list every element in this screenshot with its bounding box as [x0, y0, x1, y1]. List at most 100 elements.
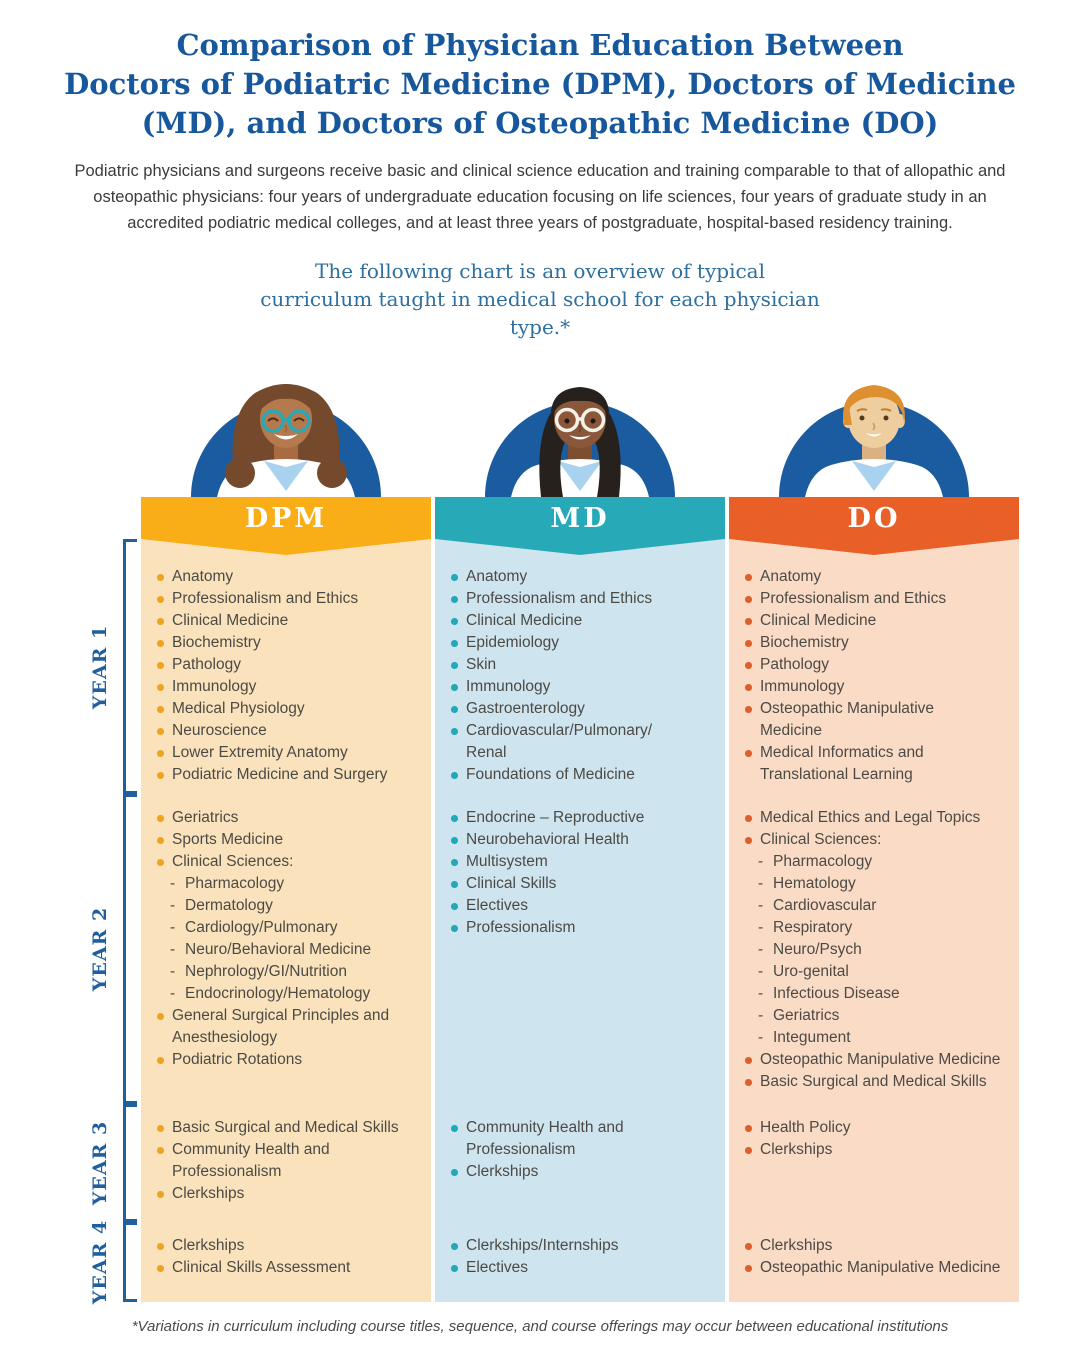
curriculum-item: Podiatric Rotations: [155, 1049, 427, 1071]
curriculum-item: Epidemiology: [449, 632, 721, 654]
year-1-label: YEAR 1: [89, 624, 112, 709]
do-header-label: DO: [847, 502, 901, 534]
curriculum-item: Dermatology: [168, 895, 427, 917]
md-header-bar: MD: [435, 497, 725, 539]
dpm-avatar-illustration: [191, 384, 381, 497]
curriculum-item: Osteopathic Manipulative Medicine: [743, 698, 1015, 742]
year-3-bracket: [123, 1104, 137, 1222]
year-2-label: YEAR 2: [89, 906, 112, 992]
page-title: Comparison of Physician Education Betwee…: [0, 26, 1080, 143]
curriculum-item: Multisystem: [449, 851, 721, 873]
curriculum-item: Biochemistry: [743, 632, 1015, 654]
curriculum-item: Hematology: [756, 873, 1015, 895]
curriculum-item: Anatomy: [155, 566, 427, 588]
md-avatar-illustration: [485, 387, 675, 497]
curriculum-item: Endocrinology/Hematology: [168, 983, 427, 1005]
curriculum-item: Health Policy: [743, 1117, 1015, 1139]
curriculum-item: Clerkships: [743, 1139, 1015, 1161]
curriculum-item: Biochemistry: [155, 632, 427, 654]
title-line-1: Comparison of Physician Education Betwee…: [176, 28, 904, 62]
curriculum-item: Immunology: [449, 676, 721, 698]
curriculum-item: Clerkships/Internships: [449, 1235, 721, 1257]
curriculum-item: Medical Physiology: [155, 698, 427, 720]
year-4-label: YEAR 4: [89, 1219, 112, 1305]
curriculum-item: Lower Extremity Anatomy: [155, 742, 427, 764]
intro-paragraph: Podiatric physicians and surgeons receiv…: [74, 162, 1006, 232]
curriculum-item: Respiratory: [756, 917, 1015, 939]
title-line-3: (MD), and Doctors of Osteopathic Medicin…: [141, 106, 939, 140]
year3-md-list: Community Health and Professionalism Cler…: [435, 1104, 725, 1222]
curriculum-item: Clinical Medicine: [743, 610, 1015, 632]
curriculum-item: Clinical Medicine: [155, 610, 427, 632]
curriculum-item: Professionalism and Ethics: [155, 588, 427, 610]
dpm-header-bar: DPM: [141, 497, 431, 539]
year-4-row: YEAR 4 Clerkships Clinical Skills Assessm…: [22, 1219, 1080, 1305]
curriculum-item: Clinical Skills: [449, 873, 721, 895]
curriculum-item: Clerkships: [155, 1183, 427, 1205]
curriculum-item: Podiatric Medicine and Surgery: [155, 764, 427, 786]
dpm-column-header: DPM: [141, 359, 431, 539]
curriculum-item: Endocrine – Reproductive: [449, 807, 721, 829]
curriculum-item: Pathology: [743, 654, 1015, 676]
curriculum-item: Pharmacology: [756, 851, 1015, 873]
year4-do-list: Clerkships Osteopathic Manipulative Medic…: [729, 1222, 1019, 1302]
header-row-spacer: [22, 359, 137, 539]
curriculum-item: Neuro/Psych: [756, 939, 1015, 961]
curriculum-item: Osteopathic Manipulative Medicine: [743, 1049, 1015, 1071]
curriculum-item: Basic Surgical and Medical Skills: [743, 1071, 1015, 1093]
year1-md-list: Anatomy Professionalism and Ethics Clinica…: [435, 539, 725, 794]
curriculum-item: Clinical Sciences:: [155, 851, 427, 873]
curriculum-item: Anatomy: [449, 566, 721, 588]
dpm-header-label: DPM: [244, 502, 328, 534]
year2-md-list: Endocrine – Reproductive Neurobehavioral …: [435, 794, 725, 1104]
curriculum-item: Pathology: [155, 654, 427, 676]
year-2-row: YEAR 2 Geriatrics Sports Medicine Clinical…: [22, 794, 1080, 1104]
year3-dpm-list: Basic Surgical and Medical Skills Communi…: [141, 1104, 431, 1222]
year4-dpm-list: Clerkships Clinical Skills Assessment: [141, 1222, 431, 1302]
curriculum-item: Gastroenterology: [449, 698, 721, 720]
curriculum-item: Cardiovascular: [756, 895, 1015, 917]
curriculum-item: Clerkships: [449, 1161, 721, 1183]
curriculum-item: Neuro/Behavioral Medicine: [168, 939, 427, 961]
year-2-bracket: [123, 794, 137, 1104]
year1-dpm-list: Anatomy Professionalism and Ethics Clinica…: [141, 539, 431, 794]
year2-dpm-list: Geriatrics Sports Medicine Clinical Scienc…: [141, 794, 431, 1104]
md-column-header: MD: [435, 359, 725, 539]
curriculum-item: Clinical Sciences:: [743, 829, 1015, 851]
curriculum-item: Osteopathic Manipulative Medicine: [743, 1257, 1015, 1279]
year-1-row: YEAR 1 Anatomy Professionalism and Ethics…: [22, 539, 1080, 794]
curriculum-item: Community Health and Professionalism: [449, 1117, 721, 1161]
curriculum-item: Integument: [756, 1027, 1015, 1049]
curriculum-item: Cardiology/Pulmonary: [168, 917, 427, 939]
do-column-header: DO: [729, 359, 1019, 539]
year2-do-list: Medical Ethics and Legal Topics Clinical …: [729, 794, 1019, 1104]
curriculum-item: Basic Surgical and Medical Skills: [155, 1117, 427, 1139]
curriculum-item: Clerkships: [743, 1235, 1015, 1257]
curriculum-item: Nephrology/GI/Nutrition: [168, 961, 427, 983]
curriculum-item: Infectious Disease: [756, 983, 1015, 1005]
curriculum-item: Professionalism and Ethics: [449, 588, 721, 610]
curriculum-item: Immunology: [155, 676, 427, 698]
footnote: *Variations in curriculum including cour…: [131, 1318, 949, 1335]
do-avatar-illustration: [779, 385, 969, 497]
curriculum-item: Neurobehavioral Health: [449, 829, 721, 851]
curriculum-item: Geriatrics: [155, 807, 427, 829]
curriculum-item: Immunology: [743, 676, 1015, 698]
curriculum-item: Professionalism: [449, 917, 721, 939]
curriculum-item: General Surgical Principles and Anesthes…: [155, 1005, 427, 1049]
year-3-label-cell: YEAR 3: [22, 1104, 137, 1222]
year4-md-list: Clerkships/Internships Electives: [435, 1222, 725, 1302]
year-3-row: YEAR 3 Basic Surgical and Medical Skills…: [22, 1104, 1080, 1222]
year-2-label-cell: YEAR 2: [22, 794, 137, 1104]
year-3-label: YEAR 3: [89, 1120, 112, 1206]
curriculum-item: Sports Medicine: [155, 829, 427, 851]
year1-do-list: Anatomy Professionalism and Ethics Clinica…: [729, 539, 1019, 794]
curriculum-item: Pharmacology: [168, 873, 427, 895]
curriculum-item: Electives: [449, 1257, 721, 1279]
curriculum-item: Geriatrics: [756, 1005, 1015, 1027]
curriculum-item: Medical Ethics and Legal Topics: [743, 807, 1015, 829]
curriculum-chart: DPM: [22, 359, 1080, 1305]
curriculum-item: Uro-genital: [756, 961, 1015, 983]
year-1-label-cell: YEAR 1: [22, 539, 137, 794]
